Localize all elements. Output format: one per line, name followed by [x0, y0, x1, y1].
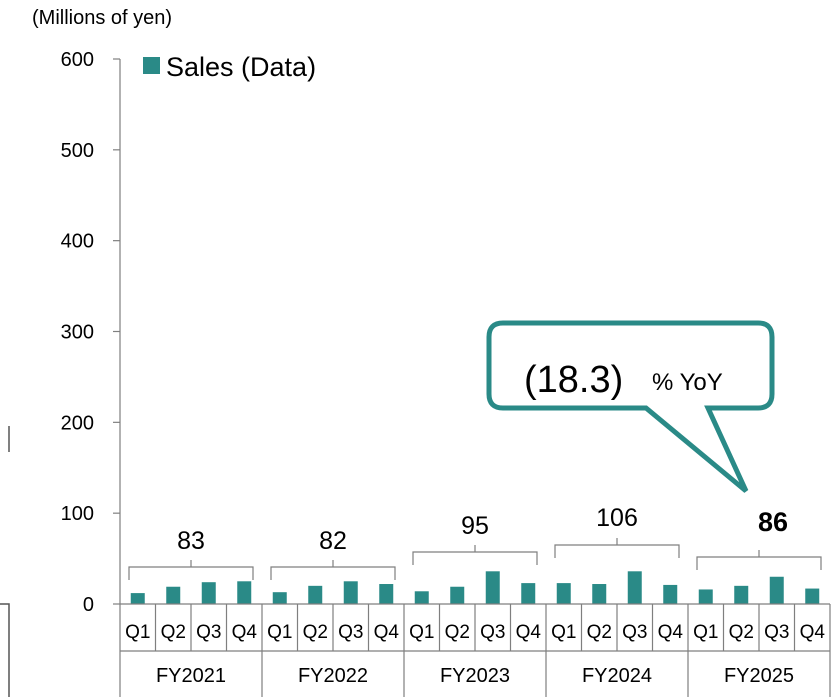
bar	[237, 581, 252, 604]
quarter-label: Q1	[693, 622, 718, 643]
y-tick-label: 300	[61, 322, 94, 344]
quarter-label: Q4	[800, 622, 826, 643]
quarter-label: Q2	[161, 622, 186, 643]
callout-label: % YoY	[652, 369, 723, 396]
annual-bracket	[554, 538, 680, 558]
unit-label: (Millions of yen)	[32, 7, 172, 29]
legend-label: Sales (Data)	[166, 52, 316, 82]
annual-total-label: 95	[461, 512, 489, 540]
bar	[308, 585, 323, 604]
y-tick-label: 0	[83, 594, 94, 616]
bars	[130, 571, 820, 604]
quarter-label: Q1	[551, 622, 576, 643]
annual-total-label: 86	[758, 507, 788, 537]
y-tick-label: 500	[61, 140, 94, 162]
quarter-label: Q3	[480, 622, 505, 643]
fiscal-year-label: FY2025	[724, 665, 794, 687]
annual-brackets: 83 82 95 106 86	[128, 504, 822, 580]
bar	[592, 584, 607, 604]
bar	[272, 592, 287, 604]
annual-total-label: 82	[319, 527, 347, 555]
bar	[734, 585, 749, 604]
yoy-callout: (18.3) % YoY	[486, 320, 775, 493]
annual-bracket	[128, 560, 254, 580]
quarter-label: Q3	[622, 622, 647, 643]
bar	[698, 589, 713, 604]
annual-bracket	[696, 550, 822, 570]
bar	[379, 584, 394, 604]
bar	[805, 588, 820, 604]
quarter-label: Q3	[764, 622, 789, 643]
quarter-label: Q1	[125, 622, 150, 643]
bar	[166, 586, 181, 604]
legend-swatch	[143, 57, 160, 74]
bar	[521, 583, 536, 604]
legend: Sales (Data)	[143, 52, 316, 82]
y-axis: 0 100 200 300 400 500 600	[61, 49, 121, 616]
quarter-label: Q1	[409, 622, 434, 643]
callout-bubble	[486, 320, 775, 493]
y-tick-label: 400	[61, 231, 94, 253]
quarter-label: Q2	[729, 622, 754, 643]
y-tick-label: 600	[61, 49, 94, 71]
annual-bracket	[412, 545, 538, 565]
edge-artifact-box	[0, 603, 10, 697]
quarter-label: Q1	[267, 622, 292, 643]
callout-value: (18.3)	[524, 359, 623, 401]
bar	[450, 586, 465, 604]
quarter-label: Q2	[587, 622, 612, 643]
quarter-label: Q2	[303, 622, 328, 643]
annual-total-label: 106	[596, 504, 638, 532]
bar	[485, 571, 500, 604]
bar	[663, 584, 678, 604]
y-tick-label: 100	[61, 503, 94, 525]
bar	[769, 576, 784, 604]
fiscal-year-label: FY2021	[156, 665, 226, 687]
quarter-label: Q4	[232, 622, 258, 643]
quarter-label: Q4	[658, 622, 684, 643]
quarter-label: Q4	[516, 622, 542, 643]
quarter-label: Q3	[338, 622, 363, 643]
quarter-label: Q2	[445, 622, 470, 643]
bar	[414, 591, 429, 604]
bar	[343, 581, 358, 604]
bar	[201, 582, 216, 604]
fiscal-year-label: FY2023	[440, 665, 510, 687]
quarter-label: Q4	[374, 622, 400, 643]
bar	[130, 593, 145, 604]
fiscal-year-label: FY2022	[298, 665, 368, 687]
annual-bracket	[270, 560, 396, 580]
bar	[627, 571, 642, 604]
annual-total-label: 83	[177, 527, 205, 555]
bar	[556, 583, 571, 604]
fiscal-year-label: FY2024	[582, 665, 652, 687]
quarter-label: Q3	[196, 622, 221, 643]
y-tick-label: 200	[61, 412, 94, 434]
x-axis: Q1 Q2 Q3 Q4 Q1 Q2 Q3 Q4 Q1 Q2 Q3 Q4 Q1 Q2 Q3 Q4 Q1 Q2 Q3 Q4…	[119, 603, 831, 697]
